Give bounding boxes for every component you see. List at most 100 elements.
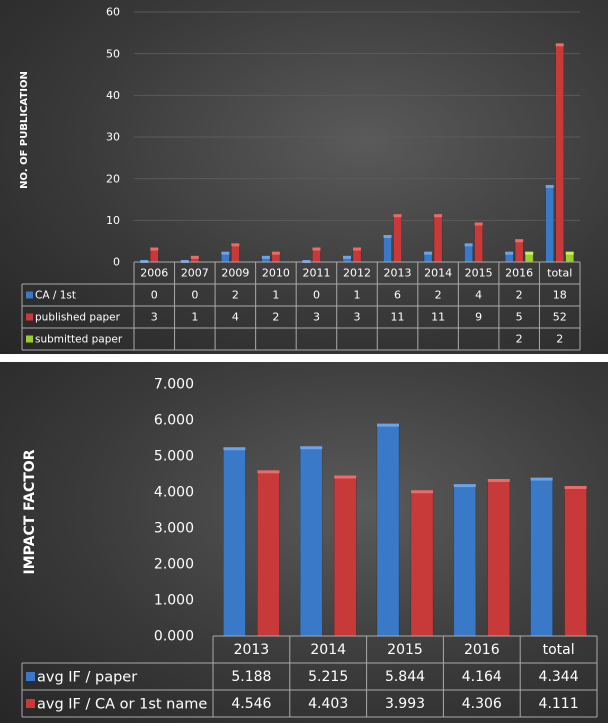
- legend-label: submitted paper: [35, 334, 123, 346]
- data-label: 3: [151, 311, 158, 324]
- bar-top: [312, 247, 321, 251]
- bar-top: [300, 446, 323, 450]
- bar-avg-if-paper: [453, 485, 477, 637]
- data-label: 0: [151, 289, 158, 302]
- data-label: 18: [553, 289, 567, 302]
- data-label: 3: [354, 311, 361, 324]
- bar-top: [453, 484, 476, 488]
- bar-top: [383, 235, 392, 238]
- data-label: 2: [516, 289, 523, 302]
- data-label: 11: [391, 311, 405, 324]
- bar-top: [545, 185, 554, 188]
- bar-top: [505, 251, 514, 255]
- category-label: 2014: [424, 267, 452, 280]
- legend-label: CA / 1st: [35, 290, 76, 302]
- data-label: 0: [191, 289, 198, 302]
- bar-top: [190, 255, 199, 259]
- bar-top: [411, 490, 433, 494]
- bar-ca-1st: [423, 253, 433, 263]
- bar-top: [343, 255, 351, 259]
- data-label: 4.164: [462, 669, 502, 685]
- impact-factor-chart: 0.000 1.000 2.000 3.000 4.000 5.000 6.000 7.000…: [21, 377, 598, 718]
- category-label: 2015: [387, 642, 423, 658]
- bar-top: [474, 222, 483, 226]
- y-tick-label: 60: [106, 6, 120, 19]
- legend-label: published paper: [35, 312, 121, 324]
- bar-top: [555, 43, 564, 47]
- impact-factor-chart-panel: 0.000 1.000 2.000 3.000 4.000 5.000 6.000 7.000…: [0, 362, 608, 723]
- bar-top: [464, 243, 473, 247]
- data-label: 9: [475, 311, 482, 324]
- data-label: 11: [431, 311, 445, 324]
- bar-top: [515, 239, 524, 243]
- category-label: 2016: [464, 642, 500, 658]
- bar-avg-if-ca-or-1st-name: [333, 477, 357, 637]
- data-label: 4: [475, 289, 482, 302]
- bar-published-paper: [231, 245, 240, 263]
- y-tick-label: 40: [106, 89, 120, 102]
- bar-top: [271, 251, 280, 255]
- data-label: 2: [516, 333, 523, 346]
- category-label: 2009: [221, 267, 249, 280]
- category-label: 2013: [384, 267, 412, 280]
- data-label: 3: [313, 311, 320, 324]
- bar-avg-if-paper: [376, 425, 400, 637]
- y-tick-label: 10: [106, 214, 120, 227]
- data-label: 3.993: [385, 696, 425, 712]
- bar-ca-1st: [221, 253, 230, 263]
- bar-top: [377, 423, 399, 427]
- data-label: 5: [516, 311, 523, 324]
- bar-published-paper: [150, 249, 159, 263]
- data-label: 5.188: [231, 669, 271, 685]
- data-label: 2: [435, 289, 442, 302]
- bar-submitted-paper: [565, 253, 574, 263]
- y-tick-label: 3.000: [154, 521, 194, 537]
- bar-avg-if-paper: [223, 448, 246, 637]
- legend-key-icon: [26, 313, 33, 321]
- bar-top: [221, 251, 230, 255]
- data-label: 1: [191, 311, 198, 324]
- data-label: 4.344: [539, 669, 579, 685]
- category-label: total: [547, 267, 572, 280]
- y-tick-label: 0: [113, 256, 120, 269]
- legend-label: avg IF / CA or 1st name: [37, 696, 207, 712]
- bar-published-paper: [474, 224, 483, 263]
- bar-published-paper: [352, 249, 362, 263]
- data-label: 2: [272, 311, 279, 324]
- bar-published-paper: [555, 45, 564, 263]
- category-label: 2012: [343, 267, 371, 280]
- bar-ca-1st: [545, 186, 554, 263]
- bar-avg-if-ca-or-1st-name: [564, 487, 587, 637]
- category-label: total: [543, 642, 575, 658]
- category-label: 2015: [465, 267, 493, 280]
- bar-published-paper: [514, 240, 524, 263]
- bar-top: [150, 247, 159, 251]
- data-label: 0: [313, 289, 320, 302]
- y-tick-label: 7.000: [154, 377, 194, 393]
- data-label: 4: [232, 311, 239, 324]
- bar-avg-if-paper: [299, 448, 323, 637]
- category-label: 2014: [310, 642, 346, 658]
- data-label: 4.546: [231, 696, 271, 712]
- y-tick-label: 1.000: [154, 593, 194, 609]
- bar-published-paper: [433, 215, 443, 263]
- category-label: 2016: [505, 267, 533, 280]
- data-label: 2: [232, 289, 239, 302]
- bar-top: [530, 477, 553, 481]
- bar-ca-1st: [383, 236, 392, 263]
- bar-avg-if-ca-or-1st-name: [487, 480, 511, 637]
- bar-submitted-paper: [524, 253, 534, 263]
- y-tick-label: 20: [106, 172, 120, 185]
- y-tick-label: 2.000: [154, 557, 194, 573]
- category-label: 2010: [262, 267, 290, 280]
- category-label: 2011: [302, 267, 330, 280]
- y-tick-label: 4.000: [154, 485, 194, 501]
- bar-published-paper: [393, 215, 402, 263]
- legend-label: avg IF / paper: [37, 669, 137, 685]
- data-label: 1: [354, 289, 361, 302]
- publication-chart-panel: 0 10 20 30 40 50 60 NO. OF PUBLICATION 2006 2007 2…: [0, 0, 608, 354]
- data-label: 2: [556, 333, 563, 346]
- data-label: 6: [394, 289, 401, 302]
- bar-top: [353, 247, 361, 251]
- data-label: 5.215: [308, 669, 348, 685]
